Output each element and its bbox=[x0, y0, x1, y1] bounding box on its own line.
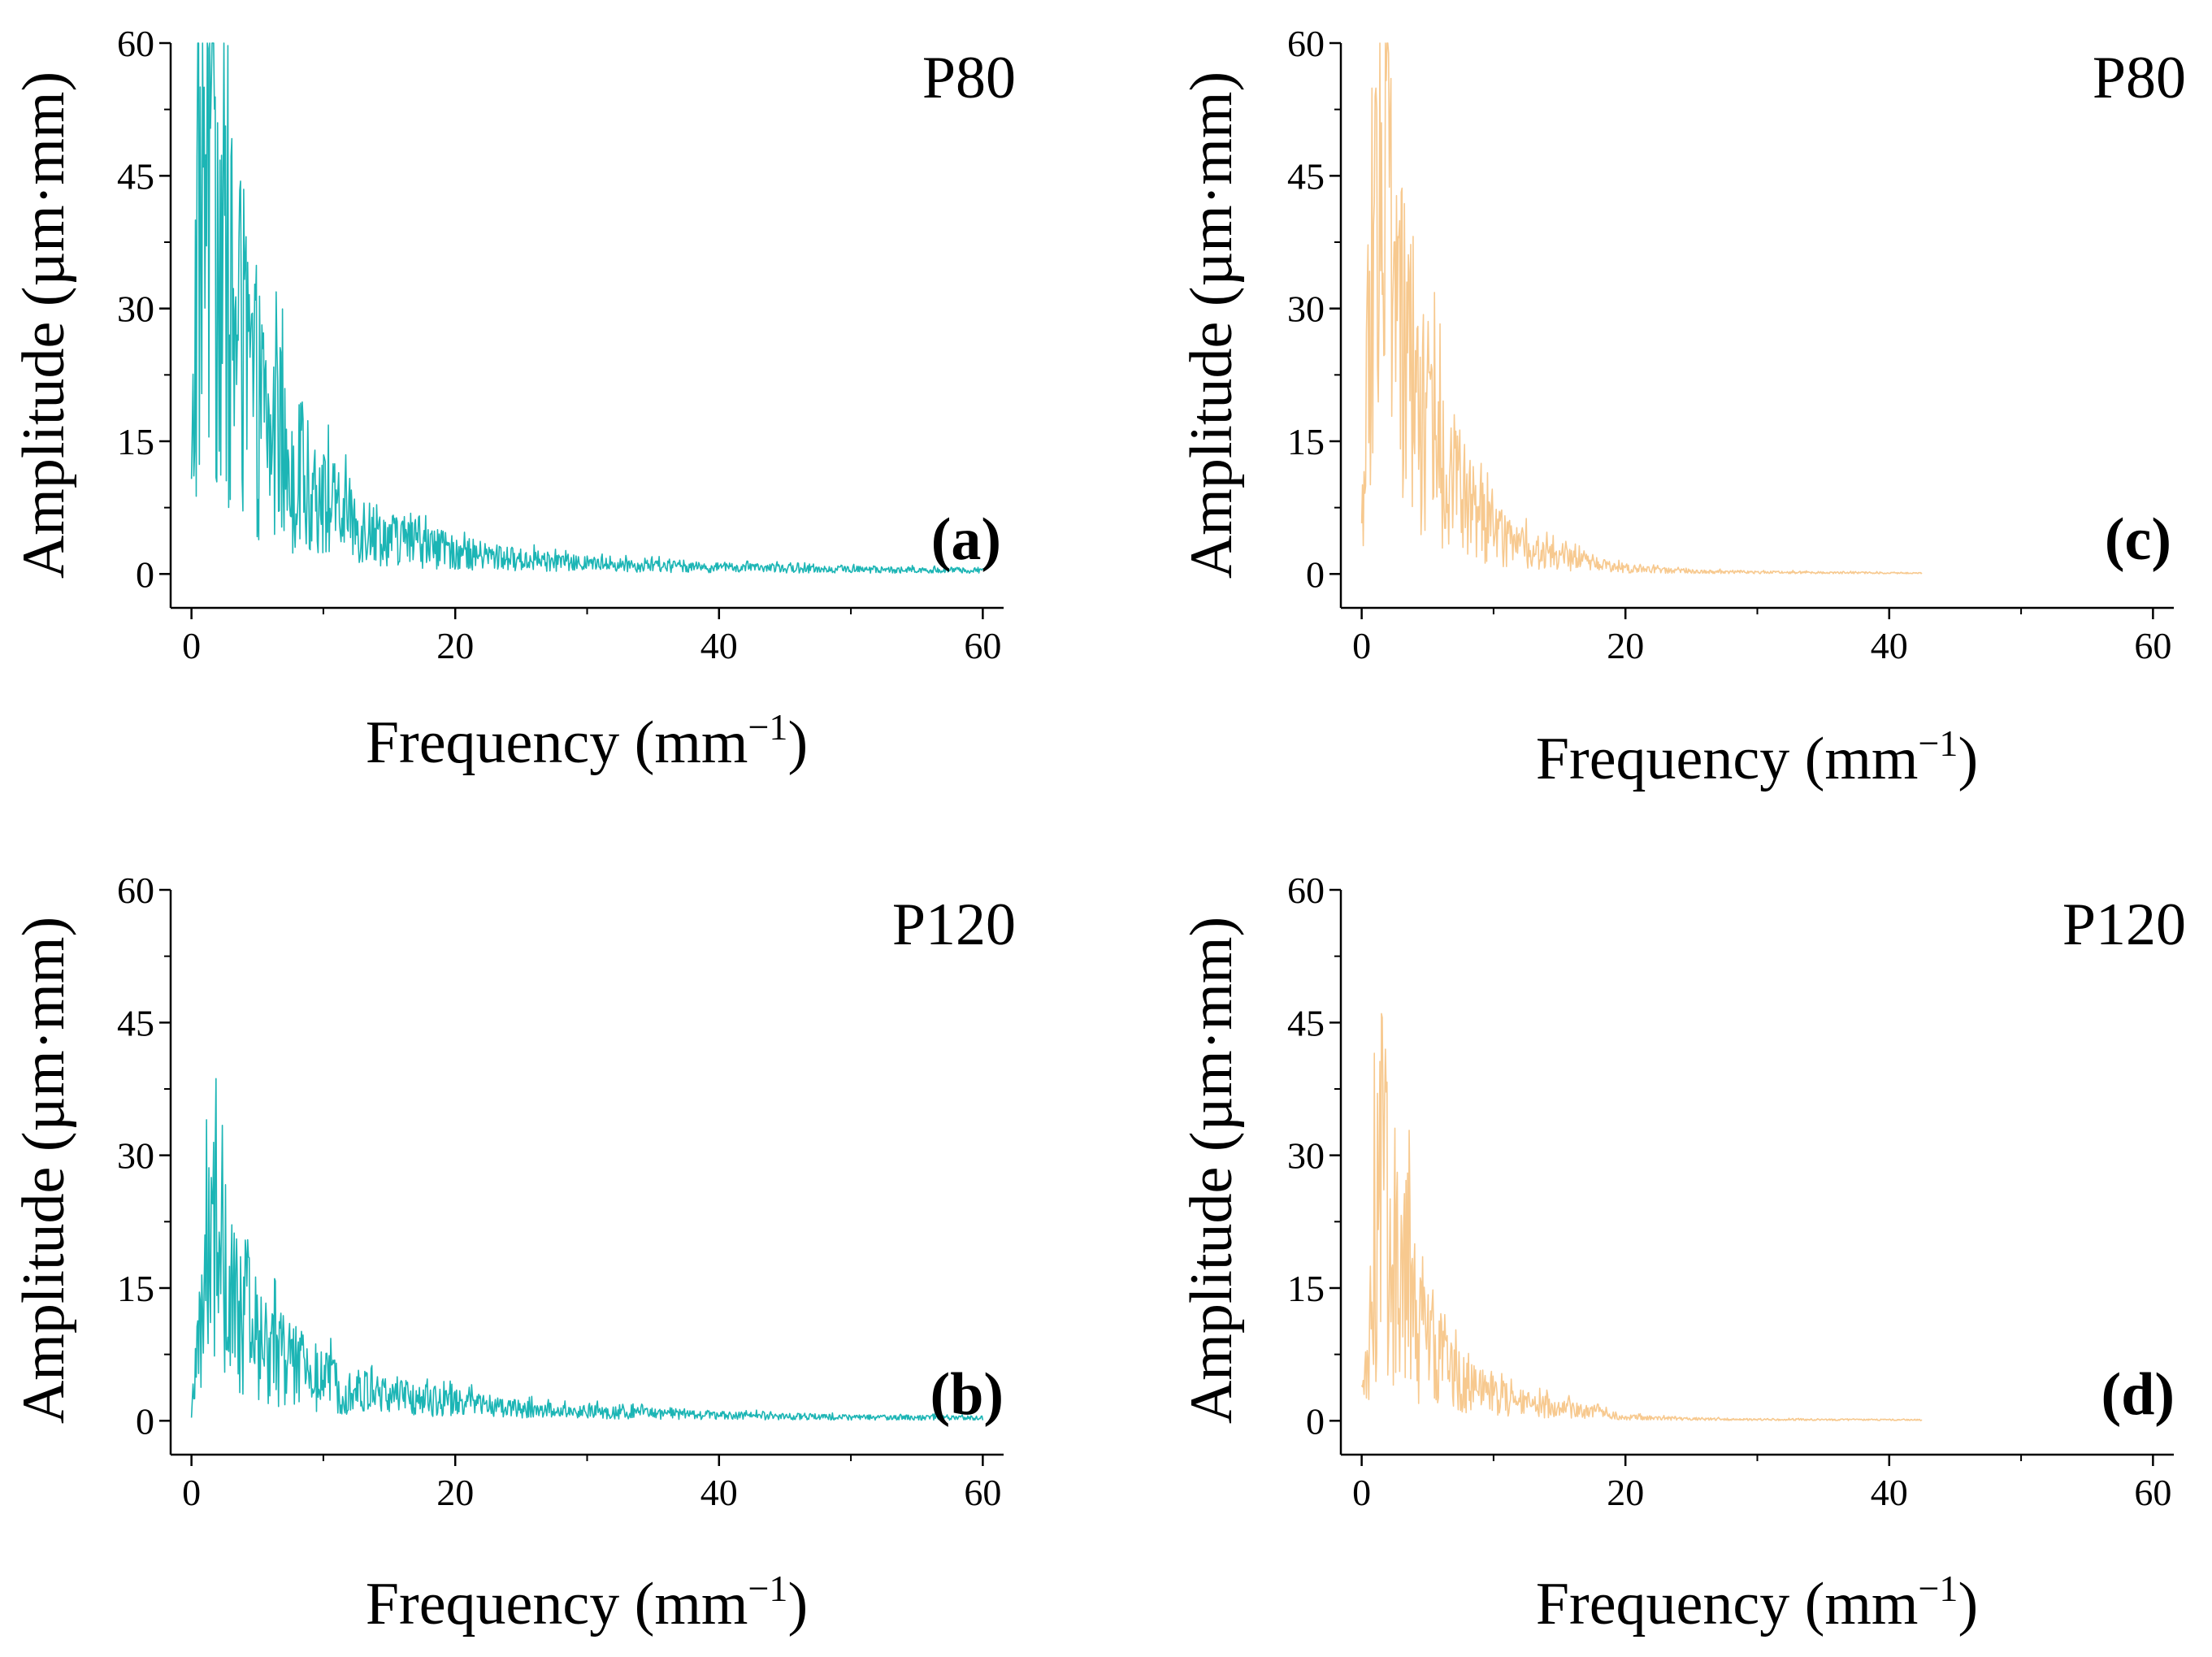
panel-a-xtick-label-60: 60 bbox=[964, 625, 1001, 666]
panel-d-xlabel-text: Frequency (mm bbox=[1536, 1571, 1919, 1637]
panel-a-ytick-label-30: 30 bbox=[117, 288, 154, 330]
panel-c-xlabel-close: ) bbox=[1958, 726, 1978, 792]
panel-d-ytick-label-0: 0 bbox=[1306, 1400, 1325, 1442]
panel-a-xtick-label-40: 40 bbox=[700, 625, 738, 666]
panel-b: 0 15 30 45 60 0 20 40 60 P120 (b) Frequency (mm−… bbox=[11, 870, 1016, 1637]
panel-a-ytick-label-60: 60 bbox=[117, 23, 154, 64]
panel-b-xtick-label-20: 20 bbox=[436, 1472, 474, 1513]
panel-a-xlabel: Frequency (mm−1) bbox=[366, 706, 808, 776]
panel-b-ytick-label-45: 45 bbox=[117, 1002, 154, 1043]
panel-a-ytick-label-0: 0 bbox=[136, 553, 154, 595]
panel-b-plot-area: 0 15 30 45 60 0 20 40 60 bbox=[117, 870, 1004, 1513]
panel-a: 0 15 30 45 60 0 20 40 60 P80 (a) Frequency (mm−1… bbox=[11, 23, 1016, 776]
panel-d-ytick-label-30: 30 bbox=[1287, 1135, 1325, 1177]
panel-b-xlabel: Frequency (mm−1) bbox=[366, 1568, 808, 1637]
panel-c-plot-area: 0 15 30 45 60 0 20 40 60 bbox=[1287, 23, 2174, 666]
panel-a-xtick-label-0: 0 bbox=[182, 625, 201, 666]
panel-a-xlabel-close: ) bbox=[787, 709, 808, 776]
panel-a-spectrum-line bbox=[190, 42, 984, 575]
panel-c-xtick-label-40: 40 bbox=[1871, 625, 1908, 666]
panel-b-xlabel-sup: −1 bbox=[748, 1568, 787, 1609]
panel-a-ylabel: Amplitude (µm·mm) bbox=[11, 72, 77, 579]
panel-c-xlabel-text: Frequency (mm bbox=[1536, 726, 1919, 792]
panel-c-ylabel: Amplitude (µm·mm) bbox=[1178, 72, 1245, 579]
panel-a-xtick-label-20: 20 bbox=[436, 625, 474, 666]
panel-a-plot-area: 0 15 30 45 60 0 20 40 60 bbox=[117, 23, 1004, 666]
panel-d-plot-area: 0 15 30 45 60 0 20 40 60 bbox=[1287, 870, 2174, 1513]
panel-d-xlabel-sup: −1 bbox=[1918, 1568, 1958, 1609]
panel-b-title: P120 bbox=[892, 891, 1016, 958]
panel-b-ytick-label-15: 15 bbox=[117, 1268, 154, 1309]
panel-c-ytick-label-15: 15 bbox=[1287, 421, 1325, 462]
panel-d-ytick-label-15: 15 bbox=[1287, 1268, 1325, 1309]
panel-c-xlabel: Frequency (mm−1) bbox=[1536, 722, 1978, 792]
panel-d-xlabel: Frequency (mm−1) bbox=[1536, 1568, 1978, 1637]
panel-c-ytick-label-60: 60 bbox=[1287, 23, 1325, 64]
panel-d-letter: (d) bbox=[2101, 1361, 2175, 1428]
panel-b-xlabel-text: Frequency (mm bbox=[366, 1571, 748, 1637]
panel-d-xtick-label-0: 0 bbox=[1352, 1472, 1371, 1513]
panel-d-ylabel: Amplitude (µm·mm) bbox=[1178, 917, 1245, 1424]
panel-c-xtick-label-60: 60 bbox=[2134, 625, 2171, 666]
panel-c-ytick-label-30: 30 bbox=[1287, 288, 1325, 330]
panel-a-xlabel-sup: −1 bbox=[748, 706, 787, 748]
panel-b-xtick-label-40: 40 bbox=[700, 1472, 738, 1513]
panel-d-xtick-label-40: 40 bbox=[1871, 1472, 1908, 1513]
panel-b-spectrum-line bbox=[190, 1078, 984, 1421]
panel-d: 0 15 30 45 60 0 20 40 60 P120 (d) Frequency (mm−… bbox=[1178, 870, 2186, 1637]
panel-b-xlabel-close: ) bbox=[787, 1571, 808, 1637]
panel-b-letter: (b) bbox=[930, 1361, 1004, 1428]
panel-c-ytick-label-0: 0 bbox=[1306, 553, 1325, 595]
panel-b-ylabel: Amplitude (µm·mm) bbox=[11, 917, 77, 1424]
panel-a-xlabel-text: Frequency (mm bbox=[366, 709, 748, 776]
panel-c: 0 15 30 45 60 0 20 40 60 P80 (c) Frequency (mm−1… bbox=[1178, 23, 2186, 792]
panel-a-title: P80 bbox=[922, 45, 1016, 111]
panel-d-title: P120 bbox=[2062, 891, 2186, 958]
panel-b-ytick-label-60: 60 bbox=[117, 870, 154, 911]
panel-a-letter: (a) bbox=[931, 506, 1001, 573]
panel-b-ytick-label-0: 0 bbox=[136, 1400, 154, 1442]
panel-c-spectrum-line bbox=[1360, 42, 1923, 575]
panel-d-xtick-label-20: 20 bbox=[1607, 1472, 1644, 1513]
panel-c-xtick-label-0: 0 bbox=[1352, 625, 1371, 666]
panel-a-ytick-label-45: 45 bbox=[117, 155, 154, 197]
panel-a-ytick-label-15: 15 bbox=[117, 421, 154, 462]
panel-b-xtick-label-60: 60 bbox=[964, 1472, 1001, 1513]
panel-c-ytick-label-45: 45 bbox=[1287, 155, 1325, 197]
panel-b-ytick-label-30: 30 bbox=[117, 1135, 154, 1177]
panel-d-ytick-label-45: 45 bbox=[1287, 1002, 1325, 1043]
panel-c-xlabel-sup: −1 bbox=[1918, 722, 1958, 764]
panel-c-title: P80 bbox=[2093, 45, 2186, 111]
panel-d-spectrum-line bbox=[1360, 1013, 1923, 1421]
panel-d-xlabel-close: ) bbox=[1958, 1571, 1978, 1637]
panel-c-letter: (c) bbox=[2105, 506, 2171, 573]
panel-c-xtick-label-20: 20 bbox=[1607, 625, 1644, 666]
panel-d-xtick-label-60: 60 bbox=[2134, 1472, 2171, 1513]
panel-b-xtick-label-0: 0 bbox=[182, 1472, 201, 1513]
panel-d-ytick-label-60: 60 bbox=[1287, 870, 1325, 911]
